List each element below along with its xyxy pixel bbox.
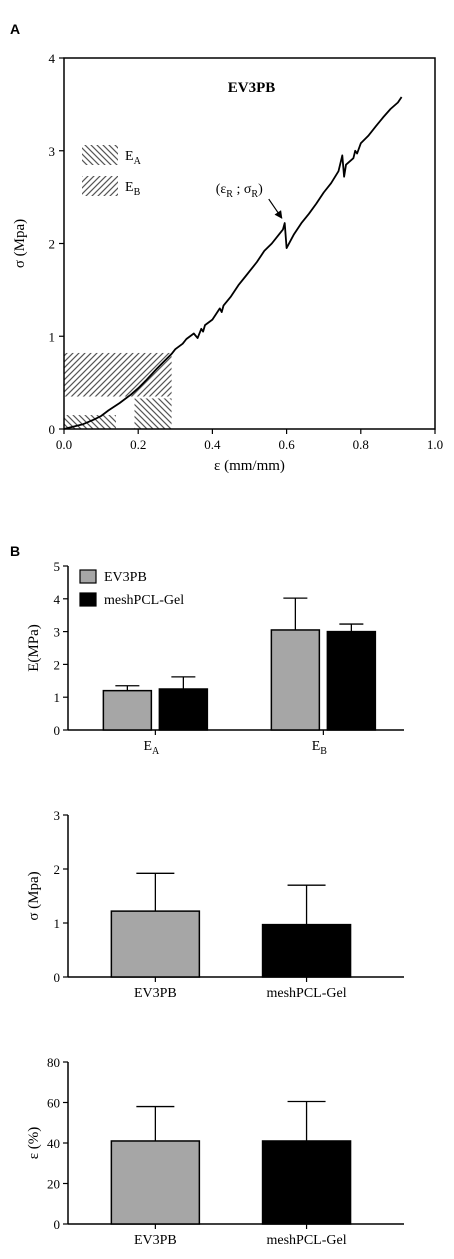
x-tick-label: 0.8 [353,437,369,452]
panel-b-label: B [10,543,20,559]
legend-label: meshPCL-Gel [104,593,184,608]
annotation-label: (εR ; σR) [216,182,263,200]
y-tick-label: 1 [54,690,61,705]
stress-y-axis-title: σ (Mpa) [26,871,42,920]
stress-strain-line [63,96,403,430]
chart-title: EV3PB [228,80,276,96]
x-tick-label: meshPCL-Gel [267,986,347,1001]
bar [102,689,153,731]
y-tick-label: 40 [47,1136,60,1151]
x-tick-label: EB [312,739,328,757]
x-tick-label: 1.0 [427,437,443,452]
y-axis-title: σ (Mpa) [12,219,28,268]
bar [261,1140,352,1225]
ea-region-1 [134,398,172,429]
bar [326,630,377,731]
strain-y-axis-title: ε (%) [26,1127,42,1160]
legend-label: EB [125,180,141,198]
y-tick-label: 2 [54,657,61,672]
y-tick-label: 5 [54,559,61,574]
legend-swatch [79,592,97,607]
legend-swatch [82,176,118,196]
y-tick-label: 1 [54,916,61,931]
x-axis-title: ε (mm/mm) [214,458,285,474]
y-tick-label: 3 [49,144,56,159]
y-tick-label: 3 [54,625,61,640]
y-tick-label: 20 [47,1177,60,1192]
modulus-y-axis-title: E(MPa) [26,624,42,672]
panel-a-label: A [10,21,20,37]
x-tick-label: 0.0 [56,437,72,452]
y-tick-label: 0 [54,1217,61,1232]
legend-label: EA [125,149,142,167]
modulus-bar-chart: 0 1 2 3 4 5 E(MPa) EA EB EV3PB meshPCL-Gel [26,559,404,757]
y-tick-label: 1 [49,329,56,344]
y-tick-label: 4 [54,592,61,607]
y-tick-label: 2 [54,862,61,877]
x-tick-label: EV3PB [134,1233,177,1248]
legend-swatch [79,569,97,584]
y-tick-label: 0 [54,723,61,738]
legend-label: EV3PB [104,570,147,585]
y-tick-label: 0 [49,422,56,437]
x-tick-label: EA [143,739,160,757]
stress-strain-chart: 0.0 0.2 0.4 0.6 0.8 1.0 0 1 2 3 4 ε (mm/mm) σ (Mpa) E… [12,51,443,474]
strain-bar-chart: 0 20 40 60 80 ε (%) EV3PB meshPCL-Gel [26,1055,404,1248]
x-tick-label: meshPCL-Gel [267,1233,347,1248]
y-tick-label: 4 [49,51,56,66]
bar [270,629,321,731]
y-tick-label: 60 [47,1096,60,1111]
bar [158,688,209,731]
bar [110,1140,201,1225]
x-tick-label: 0.4 [204,437,221,452]
x-tick-label: 0.2 [130,437,146,452]
x-tick-label: EV3PB [134,986,177,1001]
bar [110,910,201,978]
y-tick-label: 0 [54,970,61,985]
eb-region-0 [64,352,172,397]
y-tick-label: 2 [49,237,56,252]
y-tick-label: 3 [54,808,61,823]
bar [261,923,352,978]
x-tick-label: 0.6 [278,437,295,452]
y-tick-label: 80 [47,1055,60,1070]
stress-bar-chart: 0 1 2 3 σ (Mpa) EV3PB meshPCL-Gel [26,808,404,1001]
legend-swatch [82,145,118,165]
annotation-arrow [268,198,283,219]
